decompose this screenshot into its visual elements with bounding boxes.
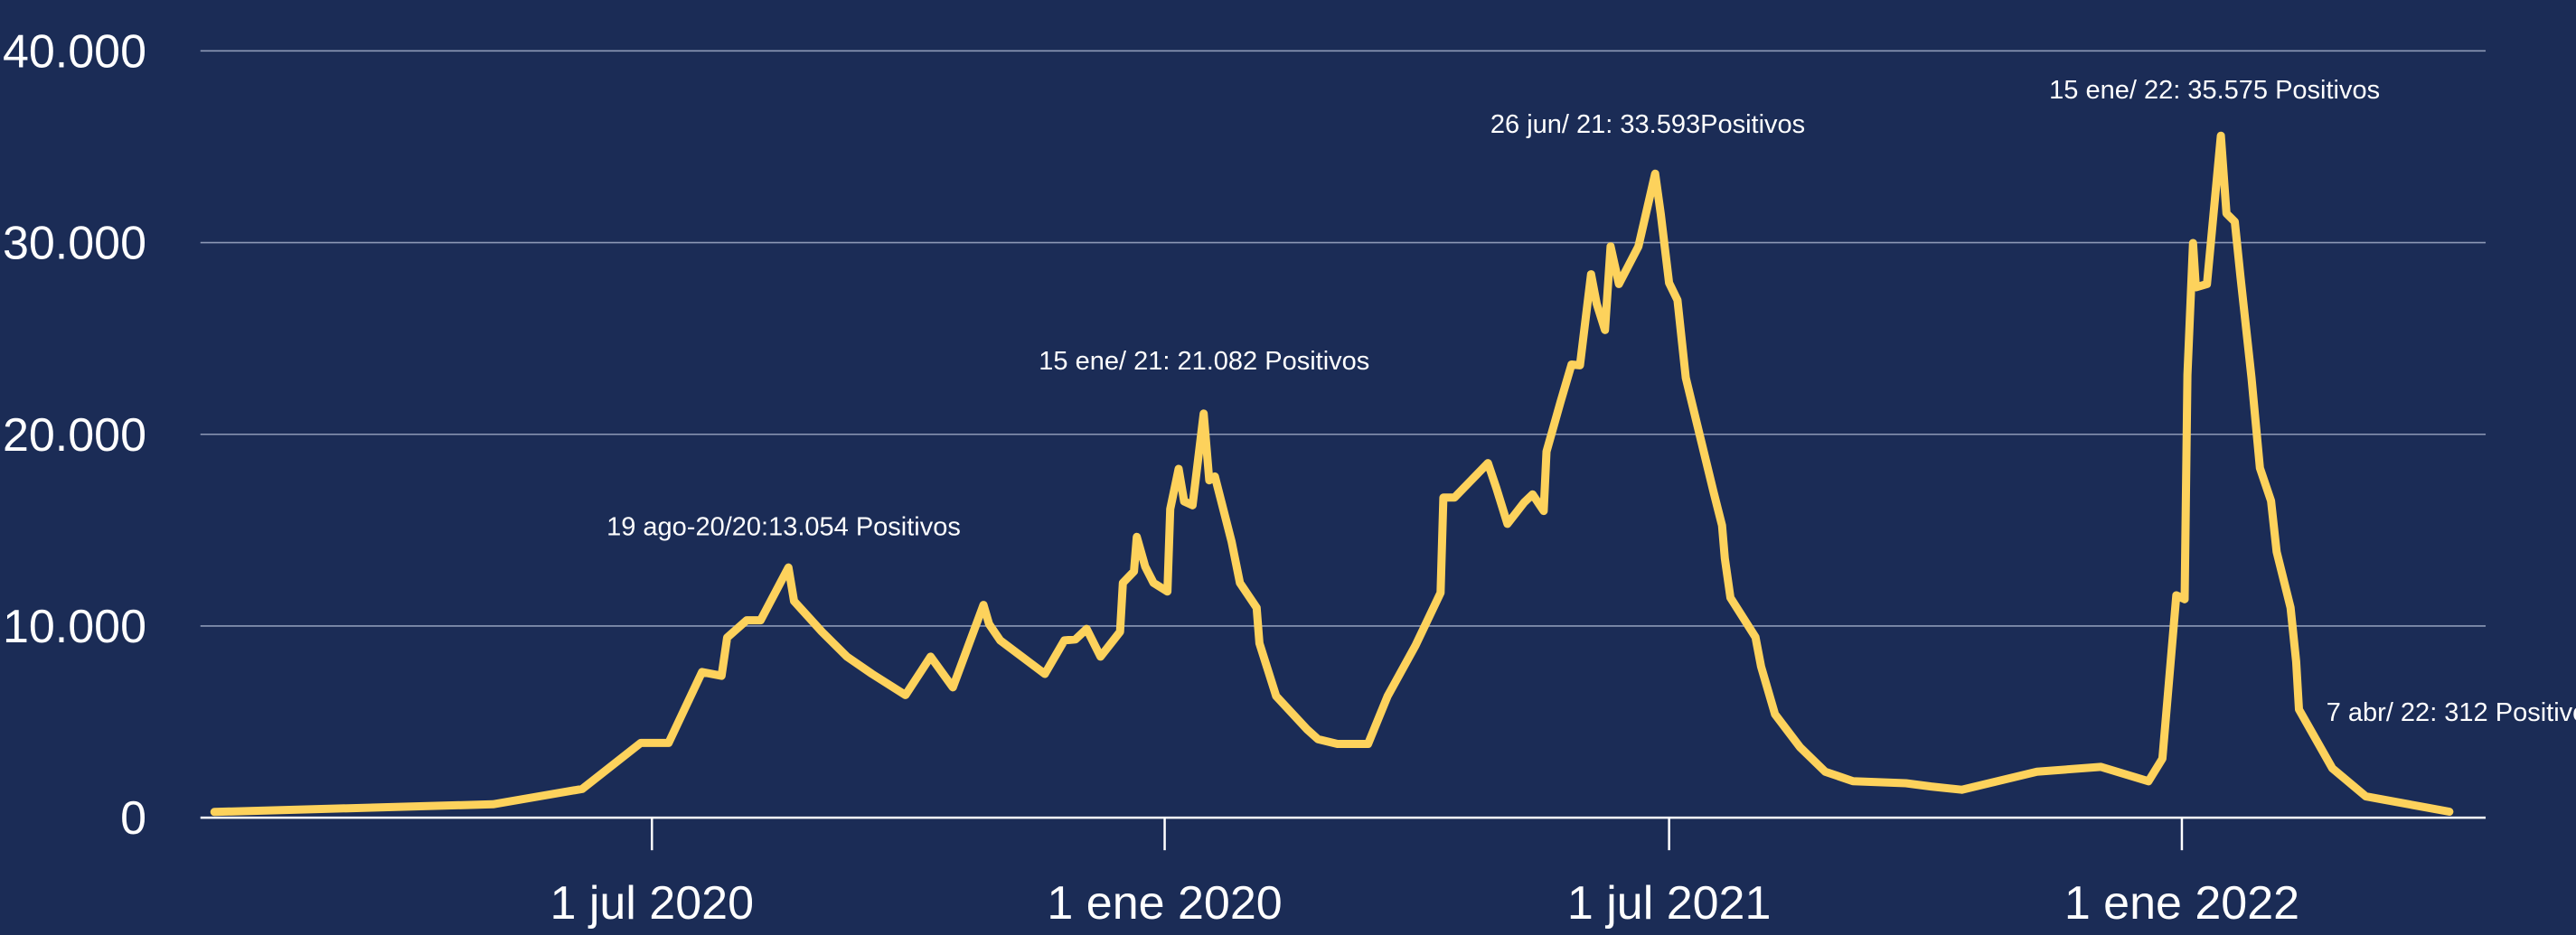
x-tick-label: 1 jul 2021: [1567, 877, 1772, 930]
x-tick-label: 1 jul 2020: [550, 877, 754, 930]
y-tick-label: 40.000: [3, 25, 146, 78]
y-tick-label: 20.000: [3, 409, 146, 462]
annotation: 15 ene/ 22: 35.575 Positivos: [2049, 76, 2380, 105]
data-line: [210, 131, 2454, 817]
x-tick-label: 1 ene 2020: [1047, 877, 1282, 930]
y-tick-label: 10.000: [3, 601, 146, 653]
annotation: 7 abr/ 22: 312 Positivos: [2327, 698, 2576, 727]
y-tick-label: 0: [120, 792, 146, 845]
annotation: 26 jun/ 21: 33.593Positivos: [1490, 110, 1805, 139]
annotation: 19 ago-20/20:13.054 Positivos: [606, 513, 961, 542]
y-tick-label: 30.000: [3, 218, 146, 270]
x-tick-label: 1 ene 2022: [2064, 877, 2299, 930]
annotation: 15 ene/ 21: 21.082 Positivos: [1039, 347, 1369, 376]
